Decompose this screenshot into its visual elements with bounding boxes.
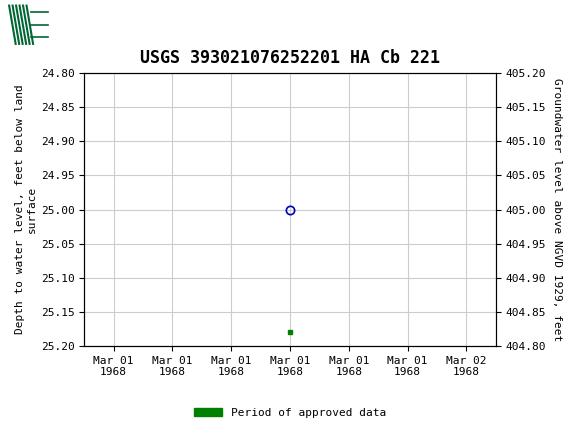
Text: USGS 393021076252201 HA Cb 221: USGS 393021076252201 HA Cb 221 xyxy=(140,49,440,67)
Text: USGS: USGS xyxy=(61,15,121,34)
Y-axis label: Depth to water level, feet below land
surface: Depth to water level, feet below land su… xyxy=(15,85,37,335)
Y-axis label: Groundwater level above NGVD 1929, feet: Groundwater level above NGVD 1929, feet xyxy=(552,78,561,341)
Legend: Period of approved data: Period of approved data xyxy=(190,403,390,422)
